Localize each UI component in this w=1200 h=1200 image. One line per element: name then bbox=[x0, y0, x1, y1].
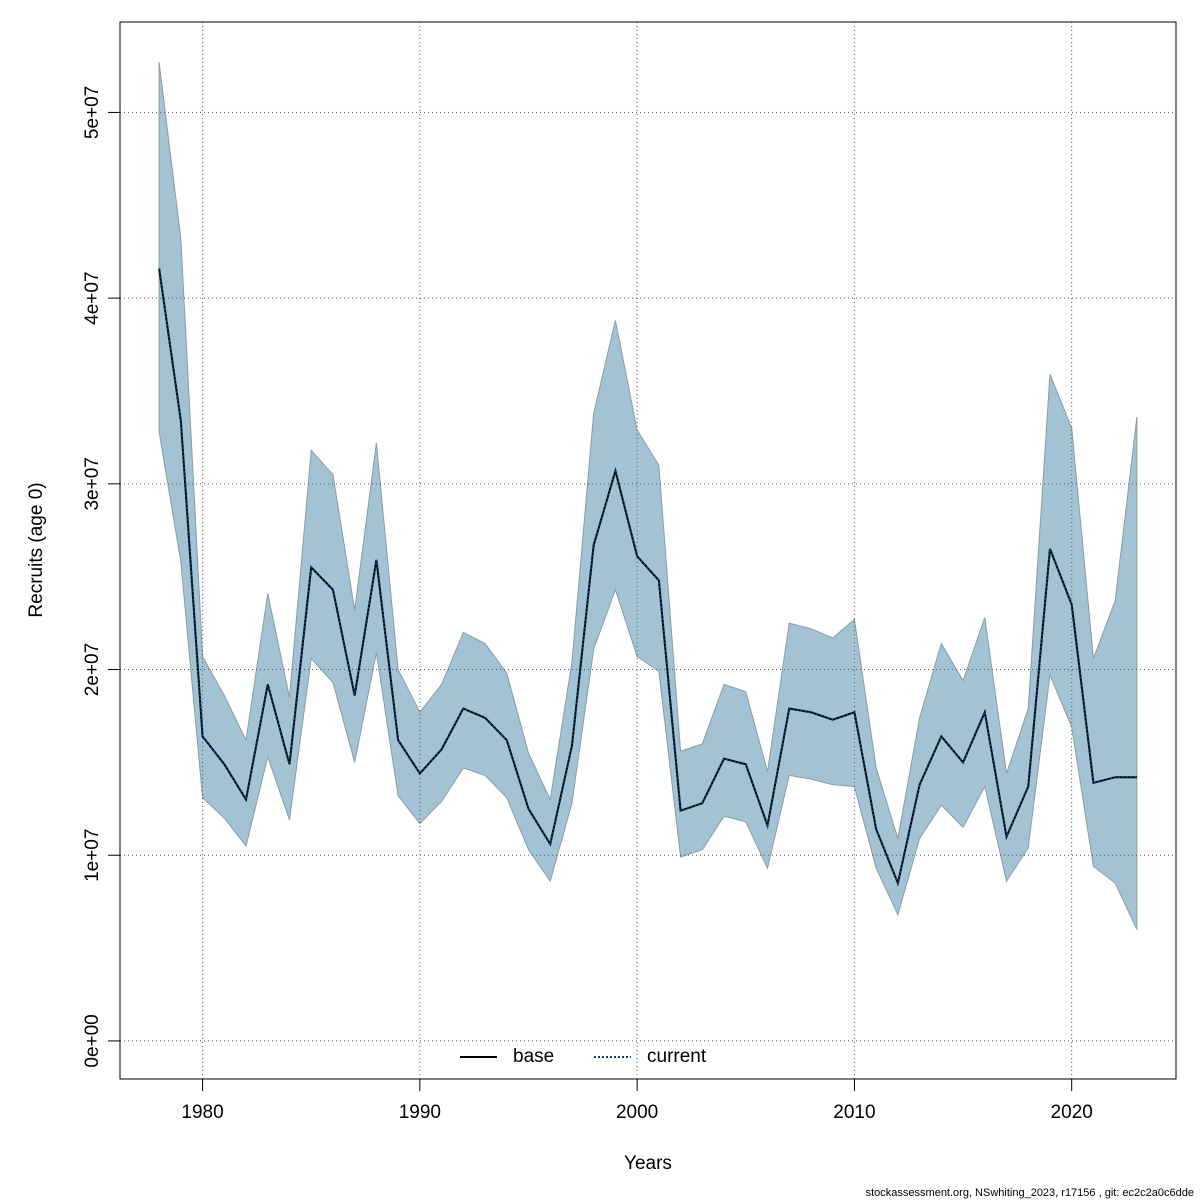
legend-label: base bbox=[513, 1046, 554, 1067]
x-tick-label: 2000 bbox=[616, 1102, 658, 1123]
x-tick-label: 1990 bbox=[399, 1102, 441, 1123]
y-axis-title: Recruits (age 0) bbox=[26, 482, 47, 617]
confidence-band bbox=[158, 62, 1138, 930]
x-tick-label: 1980 bbox=[181, 1102, 223, 1123]
footer: stockassessment.org, NSwhiting_2023, r17… bbox=[866, 1187, 1194, 1199]
legend-label: current bbox=[647, 1046, 707, 1067]
y-tick-label: 5e+07 bbox=[82, 86, 103, 139]
x-axis-title: Years bbox=[624, 1153, 672, 1174]
y-tick-label: 4e+07 bbox=[82, 271, 103, 324]
series-line bbox=[158, 268, 1137, 887]
y-tick-label: 3e+07 bbox=[82, 457, 103, 510]
x-tick-label: 2010 bbox=[833, 1102, 875, 1123]
y-tick-label: 2e+07 bbox=[82, 643, 103, 696]
plot-frame bbox=[119, 21, 1177, 1080]
y-tick-label: 0e+00 bbox=[82, 1014, 103, 1067]
y-tick-label: 1e+07 bbox=[82, 829, 103, 882]
x-tick-label: 2020 bbox=[1051, 1102, 1093, 1123]
